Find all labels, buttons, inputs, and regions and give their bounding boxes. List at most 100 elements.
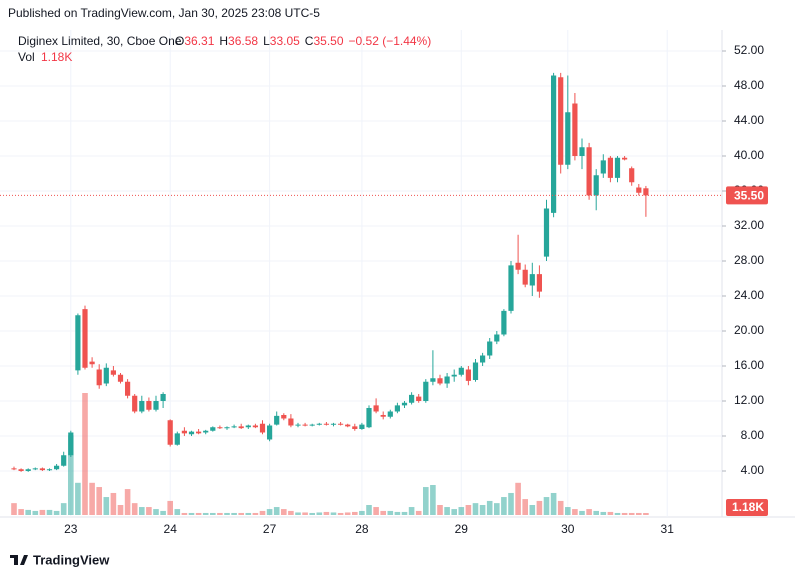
candle-body: [167, 420, 173, 445]
volume-bar: [536, 500, 543, 515]
volume-bar: [259, 510, 266, 515]
volume-bar: [380, 510, 386, 515]
volume-bar: [160, 510, 166, 515]
candle-body: [614, 157, 621, 178]
volume-bar: [188, 512, 195, 515]
candle-body: [515, 262, 521, 270]
candle-body: [146, 400, 152, 410]
candle-body: [586, 147, 592, 196]
logo-text: TradingView: [33, 552, 110, 567]
last-price-box: [726, 186, 768, 205]
volume-bar: [281, 509, 287, 515]
candle-body: [89, 361, 95, 365]
axes: 4.008.0012.0016.0020.0024.0028.0032.0036…: [0, 43, 768, 536]
volume-bar: [217, 512, 223, 515]
candle-body: [394, 405, 400, 412]
y-tick-label: 48.00: [734, 78, 764, 92]
candle-body: [54, 465, 60, 470]
logo: TradingView: [10, 552, 110, 567]
volume-bar: [579, 510, 585, 515]
candle-body: [75, 315, 81, 371]
volume-bar: [330, 512, 337, 515]
candle-body: [238, 426, 244, 429]
candle-body: [274, 415, 280, 425]
ohlc-value: 35.50: [313, 34, 343, 48]
volume-bar: [522, 499, 528, 515]
volume-bar: [103, 497, 110, 515]
volume-bar: [288, 510, 294, 515]
volume-bar: [394, 511, 401, 515]
candle-body: [323, 423, 329, 425]
volume-bar: [621, 512, 628, 515]
candle-body: [430, 378, 436, 382]
legend-volume-key: Vol: [18, 50, 35, 64]
volume-bar: [75, 482, 81, 515]
candle-body: [259, 423, 266, 433]
last-price-label: 35.50: [734, 189, 764, 203]
ohlc-key: C: [305, 34, 314, 48]
candle-body: [210, 427, 216, 431]
candle-body: [82, 309, 88, 368]
volume-bar: [600, 511, 607, 515]
ohlc-key: L: [263, 34, 270, 48]
published-line: Published on TradingView.com, Jan 30, 20…: [8, 6, 320, 20]
volume-bar: [352, 511, 358, 515]
volume-bar: [572, 509, 578, 515]
volume-bar: [437, 505, 443, 515]
legend-volume-value: 1.18K: [41, 50, 72, 64]
candle-body: [18, 469, 24, 471]
candle-body: [61, 455, 67, 466]
logo-mark: [10, 555, 28, 565]
legend-symbol: Diginex Limited, 30, Cboe One: [18, 34, 182, 48]
candle-body: [629, 168, 635, 183]
candle-body: [203, 430, 209, 433]
candle-body: [25, 469, 31, 471]
volume-bar: [68, 435, 74, 515]
candle-body: [458, 367, 464, 375]
candle-body: [409, 394, 415, 403]
legend-ohlc: O36.31 H36.58 L33.05 C35.50 −0.52 (−1.44%): [175, 34, 431, 48]
volume-bar: [344, 512, 351, 515]
candle-body: [359, 424, 365, 429]
volume-bar: [628, 512, 635, 515]
volume-bar: [210, 512, 216, 515]
volume-bar: [238, 512, 244, 515]
candle-body: [373, 405, 379, 412]
candle-body: [366, 407, 372, 428]
volume-bar: [415, 510, 422, 515]
volume-bar: [337, 512, 344, 515]
candle-body: [501, 310, 507, 335]
volume-bar: [430, 485, 436, 515]
candle-body: [132, 395, 138, 412]
volume-bar: [131, 503, 138, 515]
volume-bar: [565, 507, 571, 515]
candle-body: [302, 424, 308, 426]
candle-body: [174, 433, 180, 445]
candle-body: [465, 369, 471, 381]
candle-body: [607, 157, 613, 178]
candle-body: [579, 147, 585, 157]
y-tick-label: 24.00: [734, 288, 764, 302]
y-tick-label: 16.00: [734, 358, 764, 372]
y-tick-label: 20.00: [734, 323, 764, 337]
volume-bar: [479, 505, 486, 515]
x-tick-label: 24: [164, 522, 178, 536]
x-tick-label: 28: [355, 522, 369, 536]
volume-bar: [543, 497, 550, 515]
candle-body: [153, 400, 159, 410]
volume-bar: [146, 507, 152, 515]
candle-body: [345, 424, 351, 427]
candle-body: [295, 424, 301, 426]
y-tick-label: 32.00: [734, 218, 764, 232]
y-tick-label: 52.00: [734, 43, 764, 57]
candle-body: [565, 112, 571, 165]
volume-bar: [472, 503, 479, 515]
volume-pane: [11, 393, 649, 515]
volume-bar: [18, 509, 24, 515]
ohlc-value: 33.05: [270, 34, 300, 48]
volume-bar: [593, 510, 599, 515]
candle-body: [451, 374, 457, 377]
volume-bar: [366, 505, 372, 515]
volume-bar: [252, 512, 259, 515]
y-tick-label: 44.00: [734, 113, 764, 127]
